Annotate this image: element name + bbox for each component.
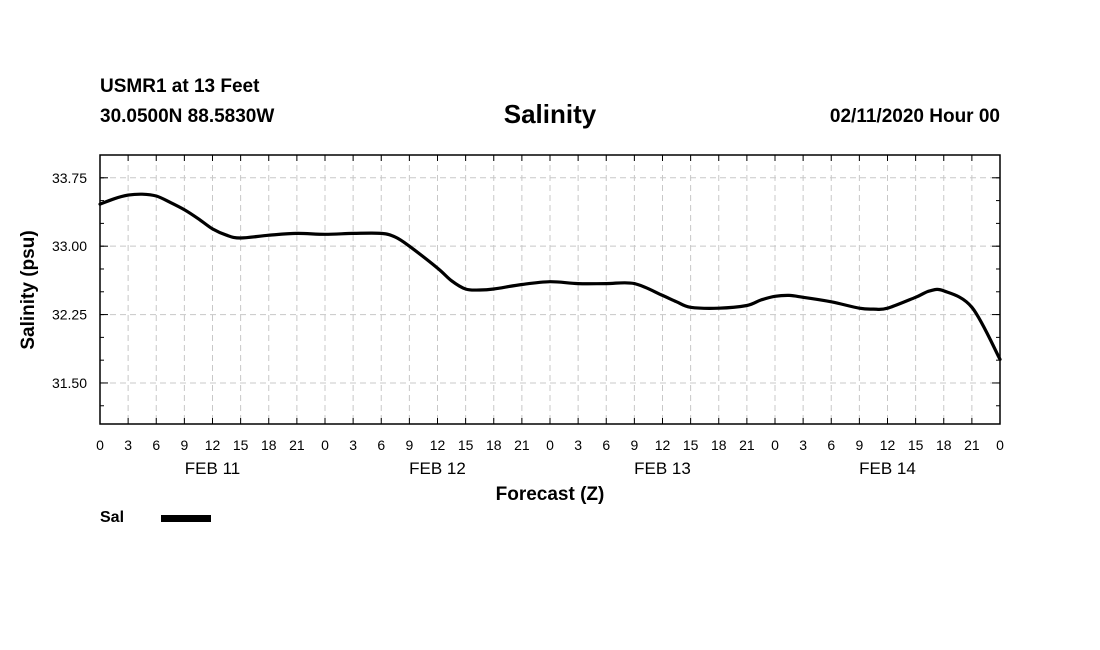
x-tick-label: 6 (377, 437, 385, 453)
coordinates-label: 30.0500N 88.5830W (100, 106, 275, 127)
y-tick-labels: 31.50 32.25 33.00 33.75 (52, 170, 87, 391)
x-axis-title: Forecast (Z) (496, 484, 605, 505)
x-tick-label: 9 (855, 437, 863, 453)
x-tick-label: 9 (630, 437, 638, 453)
x-tick-label: 21 (514, 437, 530, 453)
y-tick-label: 31.50 (52, 375, 87, 391)
y-tick-label: 33.00 (52, 238, 87, 254)
x-tick-label: 15 (233, 437, 249, 453)
x-tick-labels: 0 3 6 9 12 15 18 21 0 3 6 9 12 15 18 21 0 3 6 9 12 15 18 21 0 3 6 9… (96, 437, 1004, 453)
x-tick-label: 0 (546, 437, 554, 453)
y-axis-title: Salinity (psu) (18, 230, 39, 349)
x-tick-label: 12 (205, 437, 221, 453)
x-tick-label: 3 (574, 437, 582, 453)
x-tick-label: 6 (152, 437, 160, 453)
x-tick-label: 6 (602, 437, 610, 453)
x-tick-label: 12 (655, 437, 671, 453)
x-tick-label: 9 (180, 437, 188, 453)
x-tick-label: 3 (124, 437, 132, 453)
x-tick-label: 6 (827, 437, 835, 453)
x-tick-label: 12 (880, 437, 896, 453)
forecast-timestamp: 02/11/2020 Hour 00 (829, 106, 1000, 127)
day-label: FEB 13 (634, 459, 691, 478)
x-tick-label: 21 (289, 437, 305, 453)
y-tick-label: 32.25 (52, 307, 87, 323)
x-tick-label: 21 (739, 437, 755, 453)
chart-title: Salinity (503, 99, 597, 129)
x-tick-label: 0 (321, 437, 329, 453)
legend: Sal (100, 509, 211, 527)
x-tick-label: 12 (430, 437, 446, 453)
station-label: USMR1 at 13 Feet (100, 76, 260, 97)
x-tick-label: 18 (486, 437, 502, 453)
axis-ticks (99, 154, 1001, 424)
x-tick-label: 18 (261, 437, 277, 453)
x-tick-label: 3 (349, 437, 357, 453)
y-tick-label: 33.75 (52, 170, 87, 186)
x-tick-label: 18 (936, 437, 952, 453)
legend-label-sal: Sal (100, 509, 125, 526)
legend-swatch-sal (161, 514, 211, 522)
x-tick-label: 0 (771, 437, 779, 453)
x-tick-label: 0 (96, 437, 104, 453)
series-line-sal (98, 192, 1002, 361)
x-tick-label: 15 (683, 437, 699, 453)
grid-lines (100, 155, 1000, 424)
x-tick-label: 0 (996, 437, 1004, 453)
day-label: FEB 11 (185, 459, 240, 478)
x-tick-label: 3 (799, 437, 807, 453)
x-tick-label: 15 (458, 437, 474, 453)
x-tick-label: 15 (908, 437, 924, 453)
day-label: FEB 14 (859, 459, 916, 478)
day-labels: FEB 11 FEB 12 FEB 13 FEB 14 (185, 459, 916, 478)
x-tick-label: 21 (964, 437, 980, 453)
x-tick-label: 9 (405, 437, 413, 453)
day-label: FEB 12 (409, 459, 466, 478)
x-tick-label: 18 (711, 437, 727, 453)
